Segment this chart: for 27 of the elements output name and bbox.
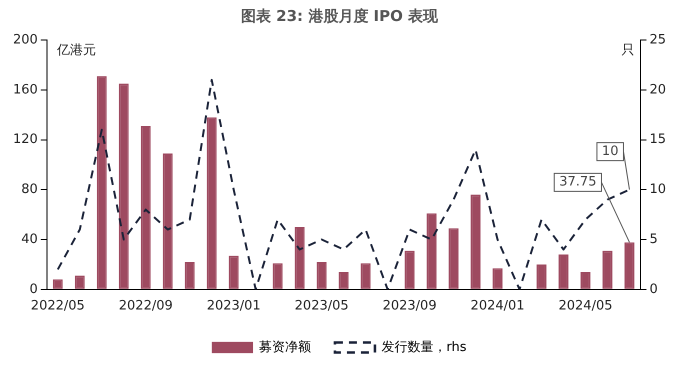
data-label: 37.75 xyxy=(559,174,596,190)
data-label: 10 xyxy=(602,144,618,160)
y-tick-label: 120 xyxy=(12,132,38,148)
y-tick-label: 0 xyxy=(30,282,38,297)
x-tick-label: 2024/01 xyxy=(470,298,525,314)
y2-tick-label: 25 xyxy=(649,32,666,48)
y-tick-label: 80 xyxy=(21,182,38,198)
x-tick-label: 2022/09 xyxy=(118,298,173,314)
legend-label: 发行数量，rhs xyxy=(381,340,467,355)
chart-title: 图表 23: 港股月度 IPO 表现 xyxy=(240,6,440,25)
y-axis-title: 亿港元 xyxy=(56,42,96,58)
x-tick-label: 2024/05 xyxy=(558,298,612,314)
x-tick-label: 2023/05 xyxy=(294,298,349,314)
x-tick-label: 2022/05 xyxy=(30,298,85,314)
y-tick-label: 40 xyxy=(21,232,38,247)
y-tick-label: 160 xyxy=(12,82,38,98)
legend-label: 募资净额 xyxy=(258,340,311,355)
x-tick-label: 2023/01 xyxy=(206,298,261,314)
line-series xyxy=(56,78,630,290)
y-tick-label: 200 xyxy=(12,32,38,48)
x-tick-label: 2023/09 xyxy=(382,298,437,314)
y2-axis-title: 只 xyxy=(621,42,634,58)
y2-tick-label: 5 xyxy=(649,232,658,247)
y2-tick-label: 15 xyxy=(649,132,666,148)
y2-tick-label: 0 xyxy=(649,282,658,297)
y2-tick-label: 20 xyxy=(649,82,666,98)
y2-tick-label: 10 xyxy=(649,182,666,198)
